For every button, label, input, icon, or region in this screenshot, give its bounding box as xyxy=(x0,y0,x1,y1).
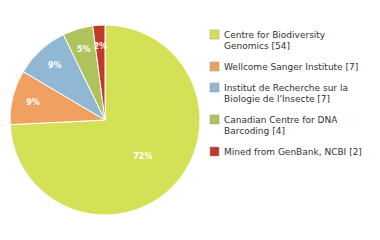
data-label: 72% xyxy=(133,152,152,161)
pie xyxy=(10,25,200,215)
legend-item: Institut de Recherche sur laBiologie de … xyxy=(210,83,348,104)
data-label: 9% xyxy=(26,98,40,107)
data-label: 2% xyxy=(93,42,107,51)
pie-slice xyxy=(10,25,200,215)
legend-swatch xyxy=(210,147,219,156)
legend-item: Canadian Centre for DNABarcoding [4] xyxy=(210,115,338,136)
legend-swatch xyxy=(210,62,219,71)
pie-slice xyxy=(63,26,105,120)
legend-label: Wellcome Sanger Institute [7] xyxy=(224,62,358,72)
pie-slice xyxy=(93,25,105,120)
data-labels: 72% 9% 9% 5%2% xyxy=(26,42,152,161)
legend-swatch xyxy=(210,115,219,124)
legend-swatch xyxy=(210,30,219,39)
legend-item: Centre for BiodiversityGenomics [54] xyxy=(210,30,326,51)
chart: 72% 9% 9% 5%2% Centre for BiodiversityGenomi… xyxy=(0,0,380,240)
data-label: 5% xyxy=(77,45,91,54)
legend-label: Centre for BiodiversityGenomics [54] xyxy=(224,30,326,51)
data-label: 9% xyxy=(48,61,62,70)
legend: Centre for BiodiversityGenomics [54] Well… xyxy=(210,30,362,157)
legend-swatch xyxy=(210,83,219,92)
legend-label: Institut de Recherche sur laBiologie de … xyxy=(224,83,348,104)
legend-item: Mined from GenBank, NCBI [2] xyxy=(210,147,362,157)
legend-label: Mined from GenBank, NCBI [2] xyxy=(224,147,362,157)
legend-item: Wellcome Sanger Institute [7] xyxy=(210,62,358,72)
legend-label: Canadian Centre for DNABarcoding [4] xyxy=(224,115,338,136)
